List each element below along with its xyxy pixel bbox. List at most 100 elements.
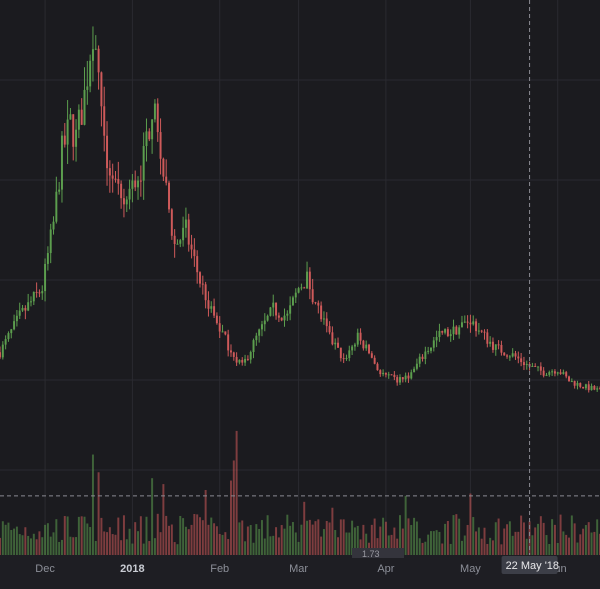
volume-bar (331, 507, 334, 555)
candle-body (103, 106, 106, 136)
volume-bar (35, 539, 38, 555)
volume-bar (353, 527, 356, 555)
candle-body (497, 344, 500, 346)
candle-body (187, 219, 190, 245)
volume-bar (260, 520, 263, 555)
volume-bar (137, 531, 140, 555)
volume-bar (196, 514, 199, 555)
candle-body (30, 301, 32, 303)
candle-body (576, 383, 579, 386)
candle-body (238, 359, 241, 363)
volume-bar (156, 513, 159, 555)
volume-bar (399, 515, 401, 555)
candle-body (165, 176, 168, 183)
volume-bar (396, 538, 399, 555)
volume-bar (534, 527, 537, 555)
volume-bar (263, 538, 266, 555)
candle-body (421, 356, 424, 360)
candle-body (452, 326, 455, 335)
volume-bar (275, 527, 278, 555)
volume-bar (393, 527, 396, 555)
candle-body (38, 292, 41, 294)
volume-bar (21, 535, 24, 555)
candle-body (370, 353, 373, 358)
candle-body (328, 326, 331, 333)
candle-body (24, 307, 27, 311)
volume-bar (460, 540, 463, 555)
volume-bar (410, 525, 413, 555)
candle-body (396, 377, 399, 383)
volume-bar (117, 517, 120, 555)
candle-body (252, 340, 255, 353)
volume-bar (376, 538, 379, 555)
candle-body (556, 372, 559, 374)
volume-bar (145, 516, 148, 555)
candle-body (582, 386, 585, 389)
candle-body (199, 272, 201, 284)
volume-bar (66, 516, 69, 555)
candle-body (213, 306, 216, 316)
candle-body (49, 229, 52, 254)
volume-bar (170, 524, 173, 555)
candle-body (584, 384, 587, 389)
candle-body (542, 370, 545, 376)
candle-body (537, 366, 540, 368)
candle-body (401, 377, 404, 380)
volume-bar (556, 542, 559, 555)
time-axis-label: Feb (210, 563, 229, 575)
candle-body (218, 323, 221, 332)
volume-bar (120, 540, 123, 555)
volume-bar (176, 544, 179, 555)
candle-body (77, 109, 80, 130)
volume-bar (407, 518, 410, 555)
volume-bar (573, 523, 576, 555)
volume-bar (230, 480, 232, 555)
candle-body (275, 302, 278, 316)
volume-bar (463, 535, 466, 555)
candle-body (539, 366, 542, 371)
volume-bar (562, 531, 565, 555)
volume-bar (545, 535, 548, 555)
candle-body (463, 321, 466, 323)
volume-bar (489, 537, 492, 555)
volume-bar (339, 519, 342, 555)
candle-body (590, 385, 593, 391)
candle-body (410, 372, 413, 379)
candle-body (517, 356, 520, 359)
volume-bar (283, 528, 286, 555)
candle-body (342, 358, 345, 360)
candle-body (460, 322, 463, 328)
candle-body (441, 331, 444, 333)
volume-bar (15, 526, 18, 555)
candle-body (80, 109, 83, 125)
volume-bar (308, 519, 311, 555)
candle-body (249, 352, 252, 360)
volume-bar (480, 538, 483, 555)
candle-body (117, 179, 120, 184)
candle-body (7, 333, 10, 340)
volume-bar (413, 517, 416, 555)
volume-bar (387, 535, 390, 555)
volume-bar (46, 523, 49, 555)
volume-bar (314, 521, 317, 555)
candle-body (258, 329, 261, 336)
volume-bar (491, 540, 494, 555)
candle-body (182, 227, 185, 241)
volume-bar (382, 517, 385, 555)
candle-body (260, 324, 263, 330)
candle-body (215, 315, 218, 324)
candle-body (156, 103, 159, 133)
candle-body (551, 371, 554, 373)
volume-bar (58, 541, 61, 555)
candle-body (559, 372, 562, 374)
volume-bar (441, 543, 444, 555)
volume-bar (52, 532, 55, 555)
candle-body (91, 49, 94, 61)
candle-body (221, 331, 224, 333)
volume-bar (584, 525, 587, 555)
volume-bar (72, 537, 75, 555)
volume-bar (244, 541, 247, 555)
candle-body (289, 305, 292, 314)
candle-body (387, 374, 390, 376)
